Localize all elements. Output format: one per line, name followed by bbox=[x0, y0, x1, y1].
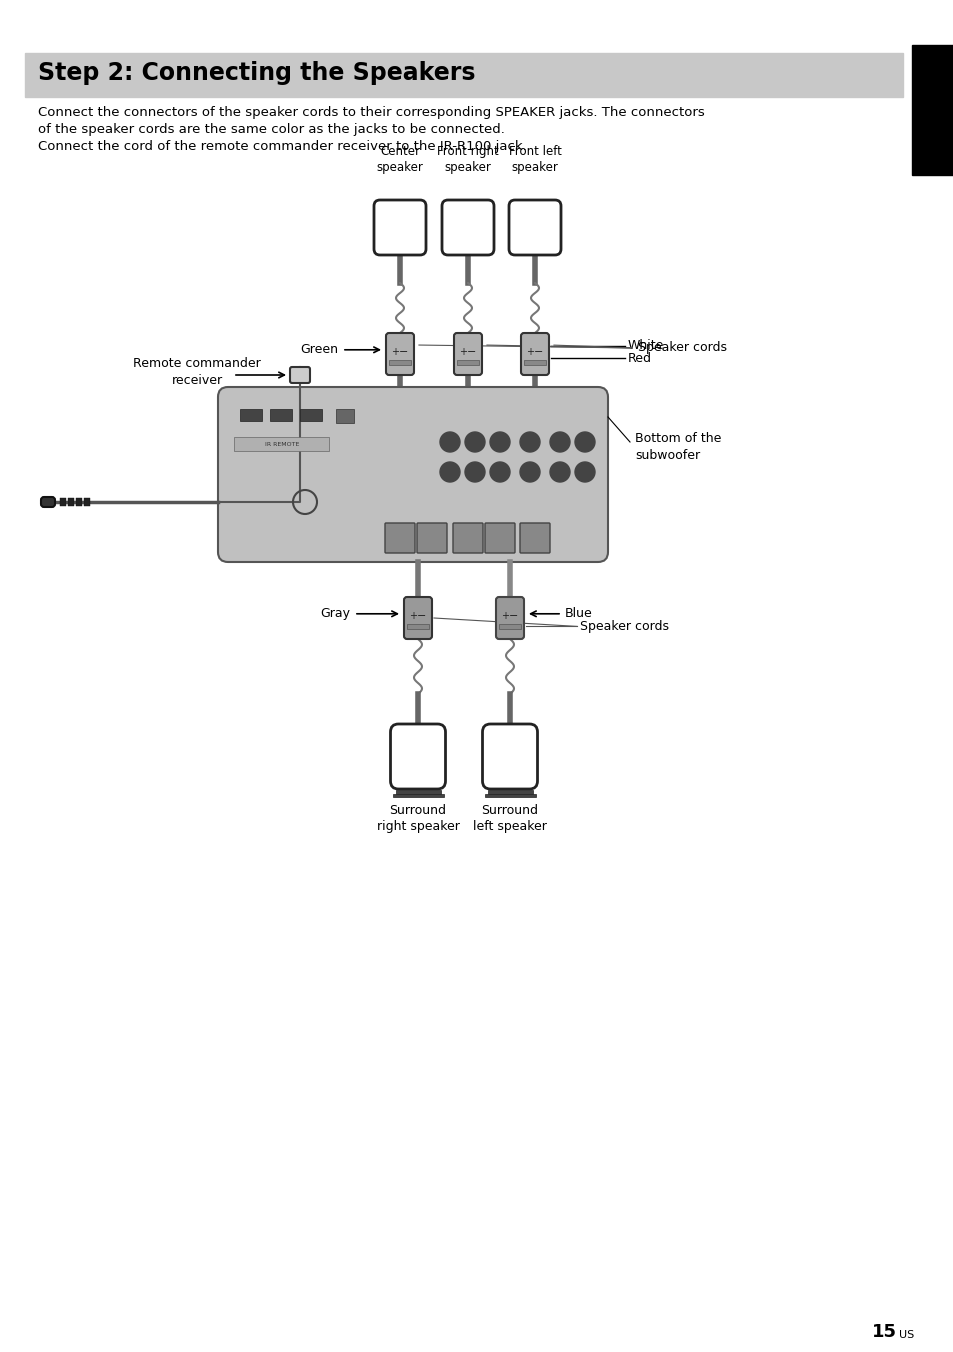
Bar bbox=[911, 45, 953, 174]
FancyBboxPatch shape bbox=[484, 523, 515, 553]
Text: Connect the cord of the remote commander receiver to the IR-R100 jack.: Connect the cord of the remote commander… bbox=[38, 141, 526, 153]
Text: Red: Red bbox=[627, 352, 651, 365]
Text: Blue: Blue bbox=[564, 607, 592, 621]
Text: +: + bbox=[500, 611, 509, 621]
Circle shape bbox=[519, 462, 539, 483]
Text: +: + bbox=[409, 611, 416, 621]
Text: −: − bbox=[534, 347, 543, 357]
Text: Getting Started: Getting Started bbox=[925, 55, 939, 165]
Circle shape bbox=[519, 433, 539, 452]
FancyBboxPatch shape bbox=[218, 387, 607, 562]
Bar bbox=[76, 498, 82, 506]
Bar bbox=[395, 790, 440, 794]
Bar bbox=[407, 625, 429, 629]
FancyBboxPatch shape bbox=[454, 333, 481, 375]
Text: Remote commander
receiver: Remote commander receiver bbox=[133, 357, 260, 387]
Text: Front right
speaker: Front right speaker bbox=[436, 145, 498, 174]
FancyBboxPatch shape bbox=[403, 598, 432, 639]
Bar bbox=[25, 53, 902, 97]
Bar bbox=[484, 794, 536, 796]
Bar bbox=[393, 794, 443, 796]
Text: Green: Green bbox=[299, 343, 337, 357]
FancyBboxPatch shape bbox=[482, 725, 537, 790]
FancyBboxPatch shape bbox=[290, 366, 310, 383]
FancyBboxPatch shape bbox=[416, 523, 447, 553]
FancyBboxPatch shape bbox=[41, 498, 55, 507]
Text: Step 2: Connecting the Speakers: Step 2: Connecting the Speakers bbox=[38, 61, 475, 85]
Circle shape bbox=[464, 433, 484, 452]
Bar bbox=[488, 790, 533, 794]
Text: −: − bbox=[416, 611, 426, 621]
FancyBboxPatch shape bbox=[441, 200, 494, 256]
Bar bbox=[233, 437, 329, 452]
Text: +: + bbox=[391, 347, 398, 357]
FancyBboxPatch shape bbox=[509, 200, 560, 256]
Text: −: − bbox=[467, 347, 476, 357]
Text: White: White bbox=[627, 339, 663, 352]
Circle shape bbox=[575, 433, 595, 452]
Bar bbox=[523, 360, 545, 365]
Text: −: − bbox=[509, 611, 518, 621]
Bar bbox=[60, 498, 66, 506]
Circle shape bbox=[464, 462, 484, 483]
Text: Connect the connectors of the speaker cords to their corresponding SPEAKER jacks: Connect the connectors of the speaker co… bbox=[38, 105, 704, 119]
FancyBboxPatch shape bbox=[390, 725, 445, 790]
Text: Speaker cords: Speaker cords bbox=[638, 342, 726, 354]
Bar bbox=[84, 498, 90, 506]
FancyBboxPatch shape bbox=[453, 523, 482, 553]
Circle shape bbox=[550, 433, 569, 452]
FancyBboxPatch shape bbox=[519, 523, 550, 553]
FancyBboxPatch shape bbox=[374, 200, 426, 256]
Bar bbox=[299, 410, 322, 420]
Bar bbox=[456, 360, 478, 365]
Text: of the speaker cords are the same color as the jacks to be connected.: of the speaker cords are the same color … bbox=[38, 123, 504, 137]
Circle shape bbox=[439, 462, 459, 483]
Circle shape bbox=[490, 462, 510, 483]
FancyBboxPatch shape bbox=[520, 333, 548, 375]
FancyBboxPatch shape bbox=[386, 333, 414, 375]
Bar bbox=[335, 410, 354, 423]
Text: −: − bbox=[399, 347, 408, 357]
FancyBboxPatch shape bbox=[496, 598, 523, 639]
Text: Gray: Gray bbox=[319, 607, 350, 621]
Circle shape bbox=[439, 433, 459, 452]
Bar bbox=[240, 410, 262, 420]
Text: Center
speaker: Center speaker bbox=[376, 145, 423, 174]
Circle shape bbox=[490, 433, 510, 452]
Text: Bottom of the
subwoofer: Bottom of the subwoofer bbox=[635, 433, 720, 462]
Bar bbox=[68, 498, 74, 506]
Text: Surround
right speaker: Surround right speaker bbox=[376, 804, 459, 833]
Text: +: + bbox=[525, 347, 534, 357]
Bar bbox=[498, 625, 520, 629]
Circle shape bbox=[550, 462, 569, 483]
Text: Speaker cords: Speaker cords bbox=[579, 621, 668, 633]
Text: 15: 15 bbox=[871, 1324, 896, 1341]
Text: US: US bbox=[898, 1330, 913, 1340]
Text: IR REMOTE: IR REMOTE bbox=[265, 442, 299, 448]
Text: Surround
left speaker: Surround left speaker bbox=[473, 804, 546, 833]
Bar bbox=[389, 360, 411, 365]
Text: Front left
speaker: Front left speaker bbox=[508, 145, 561, 174]
Bar bbox=[270, 410, 292, 420]
FancyBboxPatch shape bbox=[385, 523, 415, 553]
Circle shape bbox=[575, 462, 595, 483]
Text: +: + bbox=[458, 347, 467, 357]
